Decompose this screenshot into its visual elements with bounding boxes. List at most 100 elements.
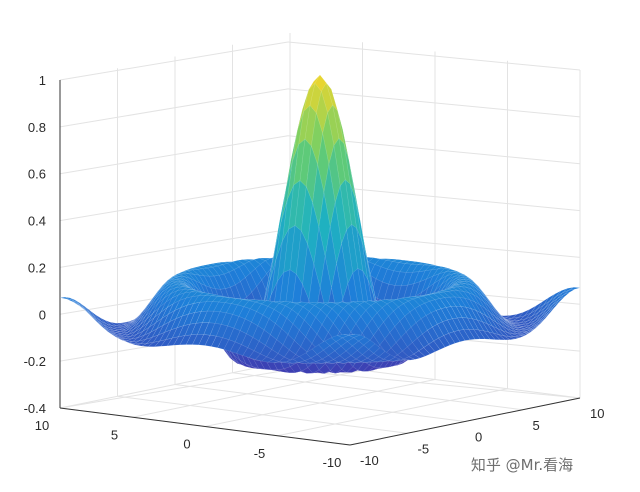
surface-patch	[428, 340, 441, 353]
surface-patch	[456, 286, 469, 293]
surface-patch	[548, 301, 561, 313]
surface-patch	[321, 355, 334, 363]
surface-patch	[91, 315, 103, 328]
surface-patch	[199, 295, 212, 303]
surface-patch	[218, 296, 231, 303]
surface-patch	[428, 293, 441, 300]
surface-patch	[433, 337, 446, 350]
surface-patch	[198, 334, 211, 346]
z-gridline-left	[59, 228, 289, 268]
surface-patch	[326, 359, 340, 364]
surface-patch	[135, 343, 148, 347]
surface-patch	[357, 361, 370, 372]
surface-patch	[240, 277, 252, 298]
surface-patch	[135, 318, 147, 332]
surface-patch	[343, 333, 356, 336]
y-tick-label: -10	[360, 453, 379, 468]
surface-patch	[208, 310, 221, 324]
surface-patch	[547, 300, 559, 312]
surface-patch	[463, 329, 476, 340]
surface-patch	[534, 309, 547, 321]
surface-patch	[121, 327, 133, 334]
surface-patch	[159, 329, 172, 342]
surface-patch	[141, 298, 153, 314]
surface-patch	[453, 330, 466, 342]
surface-patch	[455, 306, 468, 319]
surface-patch	[458, 290, 471, 301]
surface-patch	[191, 266, 203, 270]
surface-patch	[533, 307, 545, 319]
surface-patch	[449, 296, 462, 307]
surface-patch	[133, 316, 146, 330]
surface-patch	[261, 300, 274, 307]
surface-patch	[353, 334, 366, 342]
surface-patch	[516, 331, 528, 334]
surface-patch	[155, 307, 168, 324]
surface-patch	[478, 329, 491, 340]
surface-patch	[524, 322, 537, 329]
surface-patch	[489, 300, 502, 316]
surface-patch	[562, 287, 574, 294]
surface-patch	[360, 220, 372, 280]
surface-patch	[242, 347, 255, 358]
surface-patch	[438, 291, 451, 298]
surface-patch	[192, 334, 205, 346]
surface-patch	[121, 339, 134, 343]
surface-patch	[179, 334, 192, 346]
y-tick-label: 5	[533, 418, 540, 433]
surface-patch	[528, 323, 541, 333]
surface-patch	[140, 299, 152, 315]
surface-patch	[350, 183, 362, 240]
surface-patch	[126, 320, 138, 331]
surface-patch	[448, 290, 461, 298]
surface-patch	[369, 300, 381, 303]
floor-gridline	[59, 360, 291, 409]
surface-patch	[475, 310, 488, 325]
surface-patch	[423, 343, 436, 355]
z-gridline-left	[59, 182, 289, 222]
surface-patch	[497, 312, 509, 325]
surface-patch	[66, 298, 78, 305]
surface-patch	[200, 264, 214, 269]
surface-patch	[479, 288, 492, 304]
surface-patch	[189, 311, 202, 325]
surface-patch	[309, 361, 321, 364]
watermark: 知乎 @Mr.看海	[471, 456, 573, 474]
surface-patch	[410, 261, 424, 265]
surface-patch	[113, 329, 126, 332]
floor-gridline	[132, 369, 363, 418]
surface-patch	[234, 330, 247, 345]
surface-patch	[468, 279, 480, 289]
surface-patch	[459, 280, 472, 286]
y-tick-label: 0	[475, 430, 482, 445]
surface-patch	[216, 324, 228, 338]
surface-patch	[190, 322, 203, 336]
surface-patch	[86, 309, 98, 321]
surface-patch	[474, 284, 487, 298]
surface-patch	[110, 331, 122, 335]
surface-patch	[544, 296, 557, 309]
surface-patch	[94, 314, 107, 324]
surface-patch	[527, 323, 539, 332]
surface-patch	[244, 308, 257, 323]
surface-patch	[498, 315, 510, 328]
surface-patch	[59, 296, 72, 301]
z-tick-label: -0.2	[24, 354, 46, 369]
x-tick-label: 5	[111, 427, 118, 442]
surface-patch	[332, 104, 345, 145]
surface-patch	[241, 333, 254, 348]
surface-patch	[319, 74, 332, 90]
surface-patch	[402, 346, 415, 358]
surface-patch	[221, 312, 233, 327]
surface-patch	[513, 326, 525, 330]
surface-patch	[170, 315, 183, 331]
surface-patch	[211, 294, 223, 297]
surface-patch	[467, 292, 480, 305]
surface-patch	[361, 239, 373, 294]
y-tick-label: 10	[590, 406, 604, 421]
surface-patch	[462, 291, 476, 303]
surface-patch	[143, 298, 156, 315]
surface-patch	[549, 290, 562, 301]
surface-patch	[460, 306, 473, 320]
